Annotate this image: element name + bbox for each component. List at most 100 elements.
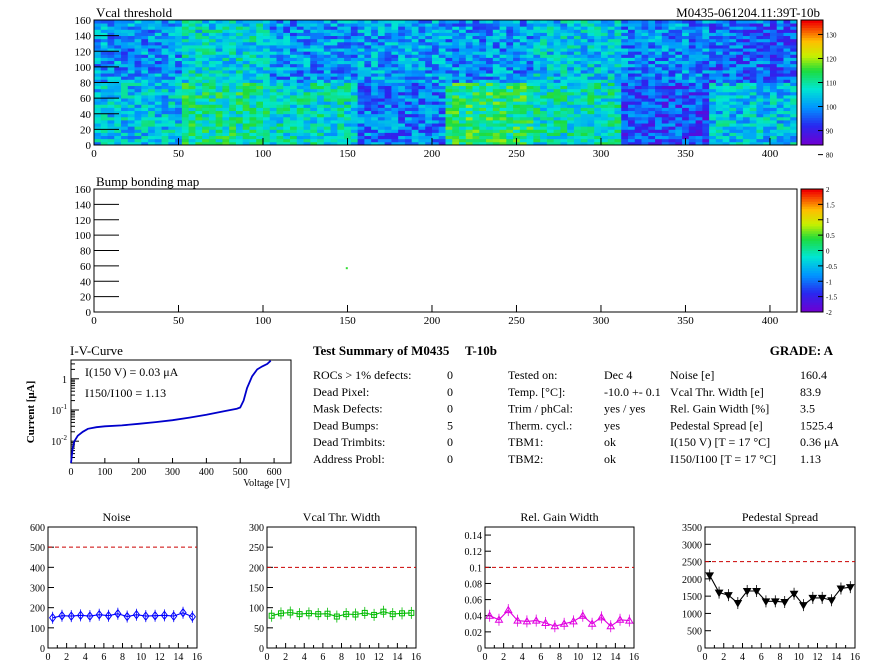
heatmap-cell — [337, 98, 345, 102]
heatmap-cell — [479, 45, 487, 49]
heatmap-cell — [398, 51, 406, 55]
palette-swatch — [801, 245, 823, 249]
heatmap-cell — [621, 101, 629, 105]
heatmap-cell — [695, 129, 703, 133]
heatmap-cell — [438, 98, 446, 102]
heatmap-cell — [310, 51, 318, 55]
heatmap-cell — [249, 85, 257, 90]
heatmap-cell — [756, 23, 764, 27]
palette-swatch — [801, 265, 823, 269]
heatmap-cell — [100, 29, 108, 33]
heatmap-cell — [235, 132, 244, 137]
heatmap-cell — [256, 76, 264, 80]
heatmap-cell — [127, 70, 135, 74]
heatmap-cell — [594, 23, 602, 27]
heatmap-cell — [459, 132, 467, 137]
heatmap-cell — [249, 48, 257, 52]
palette-swatch — [801, 292, 823, 296]
heatmap-cell — [404, 32, 413, 37]
heatmap-cell — [195, 66, 203, 71]
heatmap-cell — [513, 107, 521, 112]
heatmap-cell — [688, 41, 697, 46]
heatmap-cell — [242, 54, 250, 58]
heatmap-cell — [756, 51, 764, 55]
heatmap-cell — [100, 116, 108, 121]
palette-swatch — [801, 47, 823, 51]
heatmap-cell — [594, 29, 602, 33]
heatmap-cell — [127, 66, 135, 71]
heatmap-cell — [763, 45, 771, 49]
heatmap-cell — [425, 116, 433, 121]
heatmap-cell — [560, 32, 568, 37]
heatmap-cell — [695, 70, 703, 74]
heatmap-cell — [168, 116, 176, 121]
heatmap-cell — [553, 57, 561, 62]
heatmap-cell — [702, 141, 710, 146]
x-tick-label: 100 — [255, 148, 272, 160]
heatmap-cell — [242, 101, 250, 105]
heatmap-cell — [668, 91, 676, 96]
heatmap-cell — [621, 73, 629, 77]
heatmap-cell — [391, 38, 399, 43]
heatmap-cell — [668, 70, 676, 74]
heatmap-cell — [452, 54, 460, 58]
heatmap-cell — [648, 82, 656, 87]
heatmap-cell — [431, 113, 440, 118]
heatmap-cell — [242, 113, 250, 118]
heatmap-cell — [783, 129, 791, 133]
heatmap-cell — [411, 41, 419, 46]
heatmap-cell — [513, 85, 521, 90]
heatmap-cell — [283, 101, 291, 105]
heatmap-cell — [168, 73, 176, 77]
heatmap-cell — [641, 23, 649, 27]
x-tick-label: 12 — [374, 652, 384, 663]
heatmap-cell — [249, 35, 257, 40]
heatmap-cell — [580, 129, 588, 133]
heatmap-cell — [256, 63, 264, 68]
x-tick-label: 4 — [83, 652, 88, 663]
heatmap-cell — [148, 82, 156, 87]
x-tick-label: 350 — [677, 148, 694, 160]
heatmap-cell — [208, 51, 217, 55]
heatmap-cell — [587, 26, 595, 30]
heatmap-cell — [790, 88, 798, 93]
heatmap-cell — [256, 123, 264, 127]
heatmap-cell — [492, 123, 500, 127]
heatmap-cell — [553, 76, 561, 80]
heatmap-cell — [242, 123, 250, 127]
heatmap-cell — [431, 76, 440, 80]
heatmap-cell — [546, 110, 555, 115]
heatmap-cell — [553, 126, 561, 130]
palette-swatch — [801, 220, 823, 224]
heatmap-cell — [783, 45, 791, 49]
heatmap-cell — [499, 51, 507, 55]
heatmap-cell — [425, 29, 433, 33]
heatmap-cell — [688, 48, 697, 52]
heatmap-cell — [655, 23, 663, 27]
heatmap-cell — [391, 23, 399, 27]
heatmap-cell — [330, 63, 338, 68]
heatmap-cell — [384, 60, 392, 65]
heatmap-cell — [384, 70, 392, 74]
heatmap-cell — [540, 20, 548, 24]
heatmap-cell — [229, 57, 237, 62]
heatmap-cell — [540, 104, 548, 108]
heatmap-cell — [148, 35, 156, 40]
heatmap-cell — [465, 45, 473, 49]
heatmap-cell — [776, 141, 784, 146]
heatmap-cell — [310, 29, 318, 33]
heatmap-cell — [587, 113, 595, 118]
heatmap-cell — [364, 63, 372, 68]
heatmap-cell — [729, 51, 737, 55]
heatmap-cell — [215, 23, 223, 27]
heatmap-cell — [431, 135, 440, 140]
heatmap-cell — [702, 101, 710, 105]
heatmap-cell — [621, 41, 629, 46]
heatmap-cell — [330, 91, 338, 96]
heatmap-cell — [425, 113, 433, 118]
palette-swatch — [801, 289, 823, 293]
heatmap-cell — [661, 88, 669, 93]
heatmap-cell — [695, 85, 703, 90]
heatmap-cell — [492, 85, 500, 90]
heatmap-cell — [783, 91, 791, 96]
